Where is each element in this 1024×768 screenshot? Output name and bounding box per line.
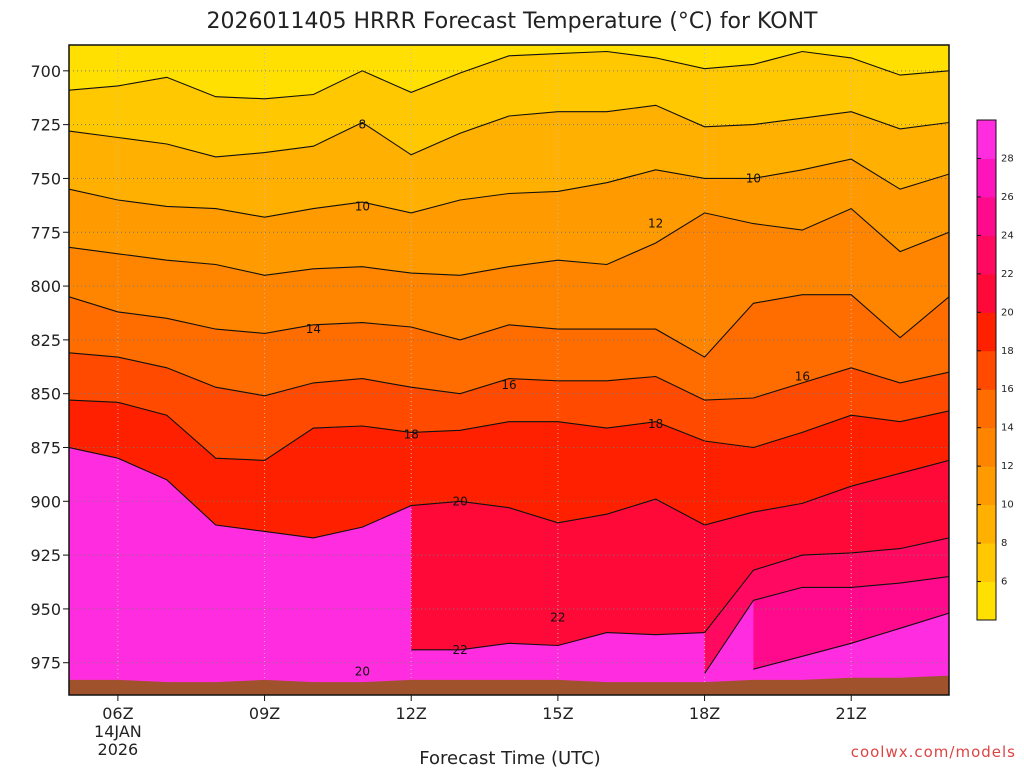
contour-label-20: 20	[355, 664, 370, 678]
colorbar-label-28: 28	[1001, 153, 1014, 164]
y-axis: 700 725 750 775 800 825 850 875 900 925 950 975	[30, 62, 69, 673]
colorbar-label-8: 8	[1001, 538, 1007, 549]
y-tick-label-875: 875	[30, 438, 61, 457]
contour-label-22: 22	[550, 611, 565, 625]
x-axis-title: Forecast Time (UTC)	[419, 748, 600, 768]
x-tick-label-21Z: 21Z	[836, 704, 867, 723]
y-tick-label-850: 850	[30, 385, 61, 404]
colorbar-segment-3	[977, 466, 996, 506]
contour-lines	[69, 50, 949, 674]
contour-label-18: 18	[404, 428, 419, 442]
colorbar-label-26: 26	[1001, 192, 1014, 203]
colorbar-segment-12	[977, 120, 996, 159]
x-tick-sublabel-2026: 2026	[98, 740, 139, 759]
colorbar: 6 8 10 12 14 16 18 20 22 24 26 28	[976, 119, 1014, 621]
contour-line-18	[69, 399, 949, 461]
colorbar-segment-10	[977, 196, 996, 236]
contour-label-14: 14	[306, 322, 321, 336]
colorbar-label-10: 10	[1001, 500, 1014, 511]
y-tick-label-825: 825	[30, 331, 61, 350]
y-tick-label-725: 725	[30, 116, 61, 135]
colorbar-label-16: 16	[1001, 384, 1014, 395]
colorbar-segment-6	[977, 350, 996, 390]
y-tick-label-950: 950	[30, 600, 61, 619]
colorbar-label-18: 18	[1001, 346, 1014, 357]
contour-line-16	[69, 352, 949, 401]
grid-lines	[69, 45, 949, 695]
colorbar-segment-5	[977, 389, 996, 429]
colorbar-label-22: 22	[1001, 269, 1014, 280]
colorbar-segment-7	[977, 312, 996, 352]
y-tick-label-775: 775	[30, 223, 61, 242]
colorbar-label-6: 6	[1001, 577, 1007, 588]
contour-line-8	[69, 104, 949, 158]
colorbar-frame	[976, 119, 997, 621]
contour-label-16: 16	[501, 378, 516, 392]
colorbar-segment-9	[977, 235, 996, 275]
contour-label-10: 10	[746, 171, 761, 185]
y-tick-label-900: 900	[30, 492, 61, 511]
y-tick-label-925: 925	[30, 546, 61, 565]
y-tick-label-800: 800	[30, 277, 61, 296]
x-tick-label-06Z: 06Z	[102, 704, 133, 723]
x-tick-label-12Z: 12Z	[396, 704, 427, 723]
band-below-6	[69, 45, 949, 99]
colorbar-segment-8	[977, 273, 996, 313]
colorbar-segment-1	[977, 543, 996, 583]
contour-line-12	[69, 207, 949, 276]
contour-label-16: 16	[795, 369, 810, 383]
ground-layer	[69, 675, 949, 695]
contour-label-20: 20	[452, 494, 467, 508]
contour-line-14	[69, 294, 949, 358]
colorbar-label-24: 24	[1001, 230, 1014, 241]
x-tick-label-18Z: 18Z	[689, 704, 720, 723]
credit-text[interactable]: coolwx.com/models	[851, 743, 1016, 761]
contour-label-8: 8	[359, 118, 367, 132]
y-tick-label-750: 750	[30, 169, 61, 188]
contour-line-22	[411, 537, 949, 651]
x-tick-sublabel-14JAN: 14JAN	[94, 722, 142, 741]
contour-label-18: 18	[648, 417, 663, 431]
contour-line-24	[704, 576, 949, 674]
colorbar-segment-2	[977, 504, 996, 544]
colorbar-label-14: 14	[1001, 423, 1014, 434]
colorbar-label-12: 12	[1001, 461, 1014, 472]
colorbar-segment-4	[977, 427, 996, 467]
y-tick-label-975: 975	[30, 654, 61, 673]
plot-frame	[68, 44, 950, 696]
contour-labels: 8 10 10 12 14 16 16 18 18 20 22 22 20	[306, 118, 810, 679]
contour-line-26	[753, 612, 949, 670]
contour-label-22: 22	[452, 643, 467, 657]
ground-fill	[69, 675, 949, 695]
colorbar-segment-11	[977, 158, 996, 198]
contour-label-10: 10	[355, 199, 370, 213]
contour-line-6	[69, 50, 949, 100]
x-tick-label-15Z: 15Z	[542, 704, 573, 723]
contour-line-10	[69, 158, 949, 218]
contour-label-12: 12	[648, 217, 663, 231]
chart-title: 2026011405 HRRR Forecast Temperature (°C…	[207, 9, 819, 34]
y-tick-label-700: 700	[30, 62, 61, 81]
contour-line-20	[69, 446, 949, 539]
colorbar-segment-0	[977, 581, 996, 621]
x-tick-label-09Z: 09Z	[249, 704, 280, 723]
colorbar-label-20: 20	[1001, 307, 1014, 318]
temperature-fill-bands	[69, 45, 949, 695]
